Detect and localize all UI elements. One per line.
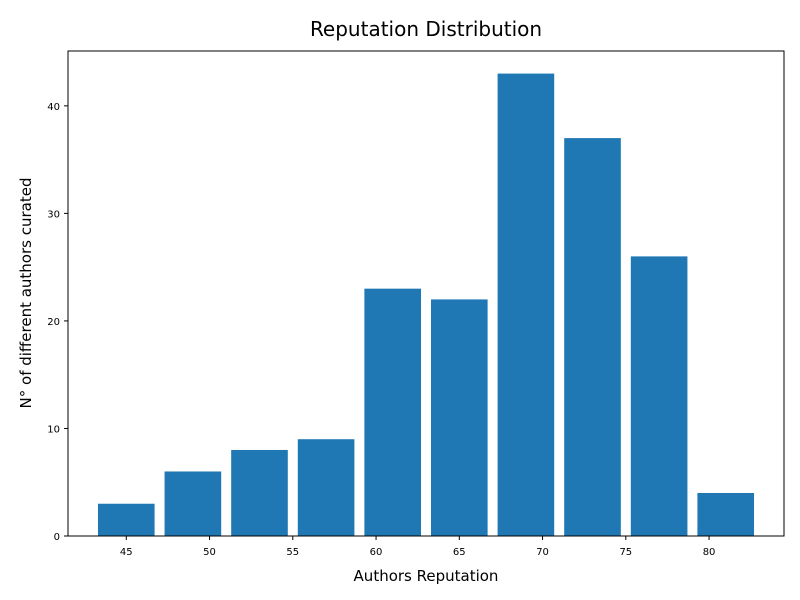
x-tick-label: 60 xyxy=(370,547,383,558)
x-tick-label: 45 xyxy=(120,547,133,558)
x-tick-label: 80 xyxy=(703,547,716,558)
bar xyxy=(97,503,155,536)
y-axis-label: N° of different authors curated xyxy=(17,178,35,409)
bar xyxy=(630,256,688,536)
bars-group xyxy=(97,73,755,537)
x-axis: 45 50 55 60 65 70 75 80 xyxy=(120,536,716,558)
x-axis-label: Authors Reputation xyxy=(354,567,499,585)
bar xyxy=(364,288,422,536)
bar xyxy=(697,492,755,536)
x-tick-label: 65 xyxy=(453,547,466,558)
bar xyxy=(231,449,288,536)
y-tick-label: 0 xyxy=(54,532,60,543)
bar xyxy=(164,471,222,536)
bar xyxy=(497,73,555,537)
plot-frame xyxy=(67,50,785,537)
x-tick-label: 55 xyxy=(286,547,299,558)
bar xyxy=(430,299,488,536)
x-tick-label: 75 xyxy=(619,547,632,558)
bar xyxy=(297,439,355,536)
y-axis: 0 10 20 30 40 xyxy=(47,102,68,543)
chart-title: Reputation Distribution xyxy=(310,17,542,41)
x-tick-label: 70 xyxy=(536,547,549,558)
y-tick-label: 40 xyxy=(47,102,60,113)
x-tick-label: 50 xyxy=(203,547,216,558)
bar xyxy=(564,138,621,536)
y-tick-label: 10 xyxy=(47,424,60,435)
y-tick-label: 20 xyxy=(47,317,60,328)
y-tick-label: 30 xyxy=(47,209,60,220)
